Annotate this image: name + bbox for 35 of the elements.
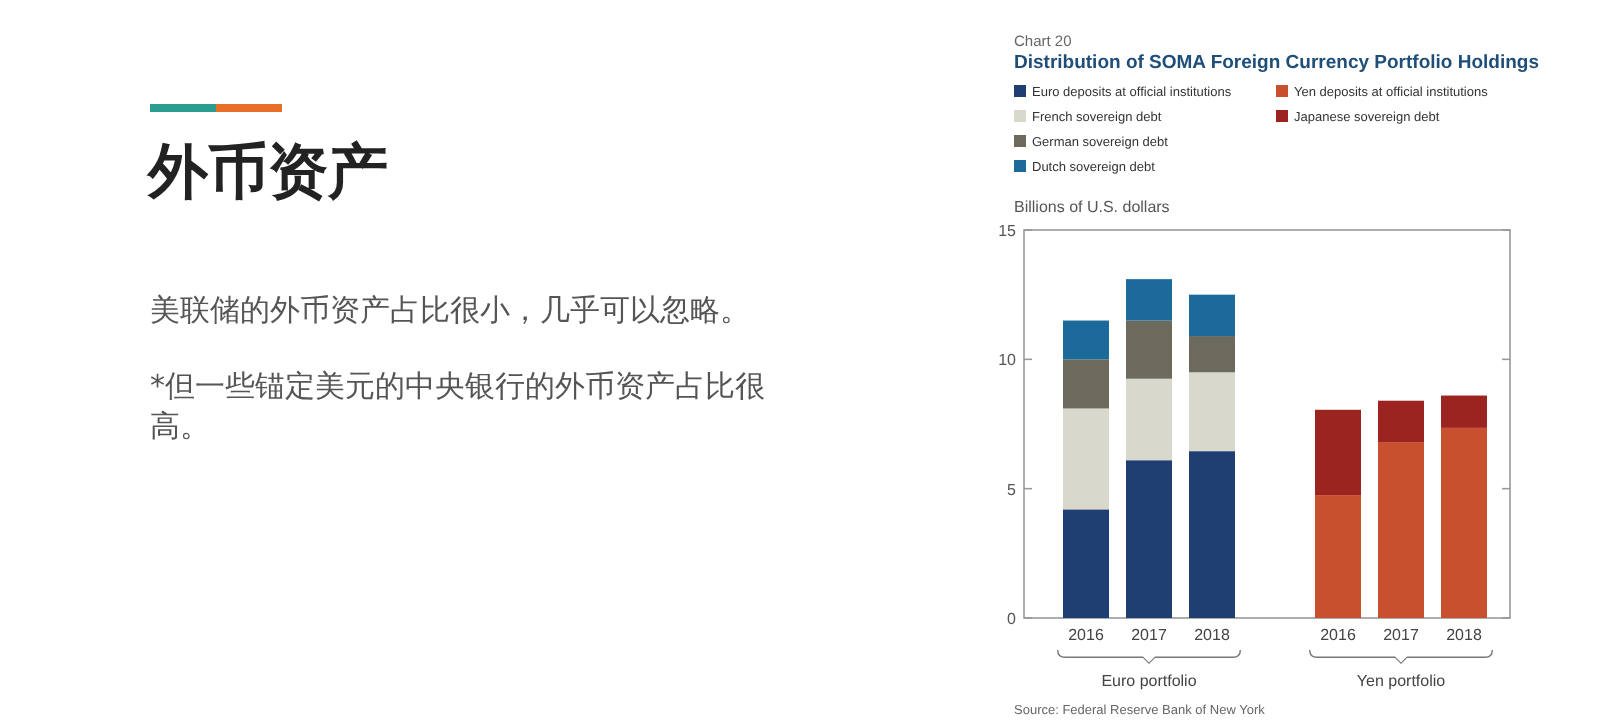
bar bbox=[1441, 395, 1487, 428]
bar bbox=[1315, 409, 1361, 496]
bar bbox=[1189, 294, 1235, 337]
bar bbox=[1378, 442, 1424, 618]
y-tick-label: 0 bbox=[1007, 610, 1018, 628]
y-tick-label: 5 bbox=[1007, 480, 1018, 499]
text: *但一些锚定美元的中央银行的外币资产占比很高。 bbox=[150, 366, 767, 446]
x-tick-label: 2018 bbox=[1194, 626, 1231, 644]
bar bbox=[1189, 336, 1235, 373]
x-tick-label: 2016 bbox=[1068, 626, 1105, 644]
bar bbox=[1378, 400, 1424, 443]
bar bbox=[1126, 378, 1172, 461]
bar bbox=[1126, 279, 1172, 321]
x-tick-label: 2017 bbox=[1131, 626, 1168, 644]
bar bbox=[1441, 427, 1487, 618]
y-tick-label: 15 bbox=[998, 222, 1018, 240]
text: Euro portfolio bbox=[1101, 672, 1198, 690]
bar bbox=[1063, 408, 1109, 510]
bar bbox=[1063, 359, 1109, 409]
bar bbox=[1063, 320, 1109, 360]
text: Yen portfolio bbox=[1356, 672, 1447, 690]
bar bbox=[1315, 495, 1361, 618]
x-tick-label: 2016 bbox=[1320, 626, 1357, 644]
bar bbox=[1126, 460, 1172, 618]
y-axis-title: Billions of U.S. dollars bbox=[1014, 198, 1170, 216]
text: 外币资产 bbox=[148, 136, 388, 212]
bar bbox=[1189, 451, 1235, 618]
x-tick-label: 2017 bbox=[1383, 626, 1420, 644]
bar bbox=[1063, 509, 1109, 618]
x-tick-label: 2018 bbox=[1446, 626, 1483, 644]
bar bbox=[1126, 320, 1172, 379]
y-tick-label: 10 bbox=[998, 351, 1018, 370]
text: 美联储的外币资产占比很小，几乎可以忽略。 bbox=[150, 292, 750, 330]
bar bbox=[1189, 372, 1235, 452]
chart-title: Distribution of SOMA Foreign Currency Portfolio Holdings bbox=[1014, 52, 1539, 74]
